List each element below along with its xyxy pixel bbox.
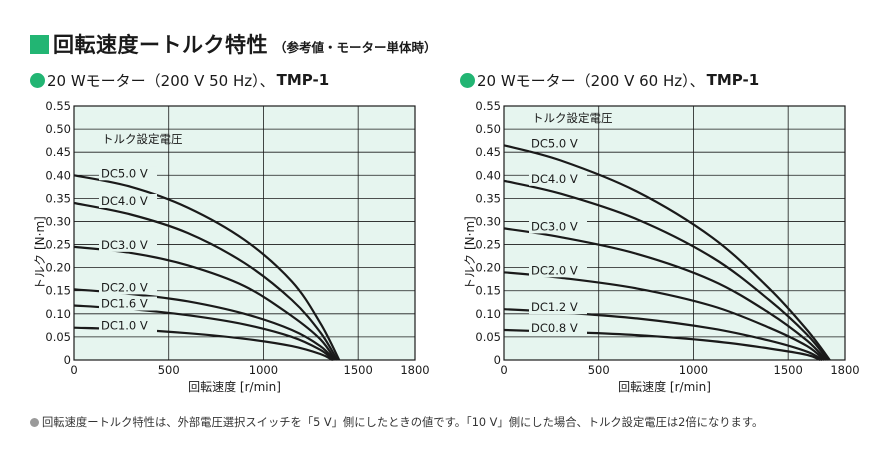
series-label: DC3.0 V bbox=[101, 238, 148, 252]
series-label: DC5.0 V bbox=[531, 136, 578, 150]
y-tick-label: 0 bbox=[64, 353, 71, 367]
series-label: DC4.0 V bbox=[101, 194, 148, 208]
series-label: DC3.0 V bbox=[531, 219, 578, 233]
y-axis-label: トルク [N·m] bbox=[463, 216, 477, 290]
chart-2-title: 20 Wモーター（200 V 60 Hz）、 TMP-1 bbox=[460, 70, 759, 90]
page-header: 回転速度ートルク特性 （参考値・モーター単体時） bbox=[30, 30, 437, 58]
series-label-bg bbox=[529, 136, 587, 151]
x-axis-label: 回転速度 [r/min] bbox=[188, 379, 281, 394]
y-tick-label: 0.35 bbox=[475, 191, 501, 205]
bullet-dot-icon bbox=[460, 72, 475, 88]
y-tick-label: 0.30 bbox=[475, 214, 501, 228]
y-tick-label: 0.50 bbox=[45, 122, 71, 136]
series-label-bg bbox=[529, 171, 587, 186]
footnote: 回転速度ートルク特性は、外部電圧選択スイッチを「5 V」側にしたときの値です。「… bbox=[30, 414, 763, 430]
x-tick-label: 1500 bbox=[774, 363, 803, 377]
series-label: DC1.2 V bbox=[531, 300, 578, 314]
x-tick-label: 500 bbox=[588, 363, 610, 377]
y-tick-label: 0.45 bbox=[475, 145, 501, 159]
series-label-bg bbox=[529, 300, 587, 315]
series-line bbox=[503, 179, 829, 361]
series-label-bg bbox=[529, 320, 587, 335]
y-tick-label: 0.05 bbox=[475, 330, 501, 344]
series-line bbox=[503, 144, 831, 361]
legend-title: トルク設定電圧 bbox=[102, 132, 183, 146]
plot-frame bbox=[73, 105, 416, 361]
y-tick-label: 0.25 bbox=[45, 238, 71, 252]
x-tick-label: 0 bbox=[500, 363, 507, 377]
x-tick-label: 1800 bbox=[400, 363, 429, 377]
chart-2-title-model: TMP-1 bbox=[706, 71, 760, 89]
series-label-bg bbox=[99, 296, 157, 311]
series-label-bg bbox=[529, 219, 587, 234]
y-tick-label: 0.55 bbox=[475, 99, 501, 113]
y-tick-label: 0.15 bbox=[45, 284, 71, 298]
y-tick-label: 0.15 bbox=[475, 284, 501, 298]
title-square-icon bbox=[30, 34, 49, 54]
series-label: DC1.0 V bbox=[101, 319, 148, 333]
y-tick-label: 0.05 bbox=[45, 330, 71, 344]
series-label-bg bbox=[99, 318, 157, 333]
x-tick-label: 1000 bbox=[679, 363, 708, 377]
footnote-dot-icon bbox=[30, 417, 39, 427]
plot-frame bbox=[503, 105, 846, 361]
series-label: DC5.0 V bbox=[101, 166, 148, 180]
series-label-bg bbox=[99, 280, 157, 295]
chart-1-title-model: TMP-1 bbox=[276, 71, 330, 89]
y-tick-label: 0.40 bbox=[475, 168, 501, 182]
page-title-note: （参考値・モーター単体時） bbox=[274, 39, 437, 55]
y-tick-label: 0.35 bbox=[45, 191, 71, 205]
series-label: DC0.8 V bbox=[531, 321, 578, 335]
series-label-bg bbox=[99, 166, 157, 181]
y-tick-label: 0.55 bbox=[45, 99, 71, 113]
x-tick-label: 1800 bbox=[830, 363, 859, 377]
series-line bbox=[503, 271, 825, 361]
bullet-dot-icon bbox=[30, 72, 45, 88]
y-tick-label: 0.30 bbox=[45, 214, 71, 228]
series-label: DC2.0 V bbox=[101, 280, 148, 294]
series-line bbox=[503, 227, 827, 361]
series-label: DC1.6 V bbox=[101, 297, 148, 311]
y-axis-label: トルク [N·m] bbox=[33, 216, 47, 290]
footnote-text: 回転速度ートルク特性は、外部電圧選択スイッチを「5 V」側にしたときの値です。「… bbox=[42, 416, 764, 429]
series-label: DC2.0 V bbox=[531, 263, 578, 277]
y-tick-label: 0.20 bbox=[45, 261, 71, 275]
torque-chart-50hz: 0 0.05 0.10 0.15 0.20 0.25 0.30 0.35 0.40 0.45 0.5… bbox=[33, 99, 430, 394]
legend-title: トルク設定電圧 bbox=[532, 111, 613, 125]
series-label: DC4.0 V bbox=[531, 172, 578, 186]
series-label-bg bbox=[99, 237, 157, 252]
series-label-bg bbox=[99, 193, 157, 208]
series-label-bg bbox=[529, 263, 587, 278]
series-line bbox=[73, 174, 341, 361]
chart-2-title-main: 20 Wモーター（200 V 60 Hz）、 bbox=[477, 71, 705, 90]
y-tick-label: 0.20 bbox=[475, 261, 501, 275]
page-title: 回転速度ートルク特性 bbox=[53, 33, 268, 57]
x-axis-label: 回転速度 [r/min] bbox=[618, 379, 711, 394]
torque-chart-60hz: 0 0.05 0.10 0.15 0.20 0.25 0.30 0.35 0.40 0.45 0.5… bbox=[463, 99, 860, 394]
x-tick-label: 500 bbox=[158, 363, 180, 377]
series-line bbox=[73, 201, 339, 361]
series-line bbox=[73, 245, 337, 361]
y-tick-label: 0.50 bbox=[475, 122, 501, 136]
y-tick-label: 0.25 bbox=[475, 238, 501, 252]
x-tick-label: 1500 bbox=[344, 363, 373, 377]
y-tick-label: 0.40 bbox=[45, 168, 71, 182]
y-tick-label: 0.10 bbox=[475, 307, 501, 321]
y-tick-label: 0.45 bbox=[45, 145, 71, 159]
x-tick-label: 1000 bbox=[249, 363, 278, 377]
y-tick-label: 0 bbox=[494, 353, 501, 367]
x-tick-label: 0 bbox=[70, 363, 77, 377]
y-tick-label: 0.10 bbox=[45, 307, 71, 321]
chart-1-title: 20 Wモーター（200 V 50 Hz）、 TMP-1 bbox=[30, 70, 329, 90]
chart-1-title-main: 20 Wモーター（200 V 50 Hz）、 bbox=[47, 71, 275, 90]
